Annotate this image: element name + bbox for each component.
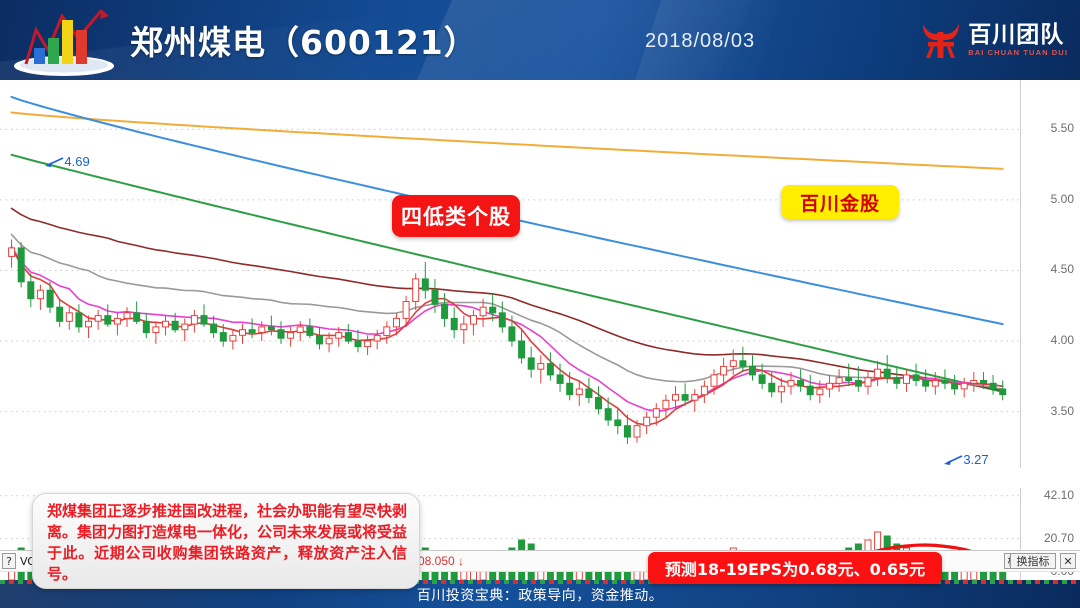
price-plot xyxy=(0,95,1020,445)
arrow-left-icon xyxy=(45,156,64,167)
analysis-comment-text: 郑煤集团正逐步推进国改进程，社会办职能有望尽快剥离。集团力图打造煤电一体化，公司… xyxy=(47,502,408,583)
footer-slogan: 百川投资宝典：政策导向，资金推动。 xyxy=(416,588,664,604)
change-indicator-button[interactable]: 换指标 xyxy=(1010,553,1056,569)
page-header: 郑州煤电（600121） 2018/08/03 百川团队 BAI CHUAN T… xyxy=(0,0,1080,80)
header-date: 2018/08/03 xyxy=(645,30,756,52)
bar-chart-logo-icon xyxy=(14,9,114,76)
price-tick: 5.50 xyxy=(1050,121,1074,136)
bull-head-icon xyxy=(923,24,960,58)
price-axis: 5.50 5.00 4.50 4.00 3.50 xyxy=(1020,80,1080,468)
low-price-annotation: 3.27 xyxy=(943,452,989,467)
status-badge-low-category: 四低类个股 xyxy=(392,195,520,237)
status-badge-gold-stock: 百川金股 xyxy=(781,185,899,219)
arrow-left-icon xyxy=(944,455,963,465)
price-tick: 4.00 xyxy=(1050,333,1074,348)
price-tick: 3.50 xyxy=(1050,403,1074,418)
page-title: 郑州煤电（600121） xyxy=(130,23,478,62)
volume-tick: 42.10 xyxy=(1043,488,1074,502)
brand-name-en: BAI CHUAN TUAN DUI xyxy=(968,47,1068,57)
close-pane-button[interactable]: ✕ xyxy=(1060,553,1076,569)
volume-readout: 08.050 ↓ xyxy=(418,554,465,568)
eps-forecast-banner: 预测18-19EPS为0.68元、0.65元 xyxy=(648,552,942,584)
brand-name-cn: 百川团队 xyxy=(968,21,1065,48)
help-button[interactable]: ? xyxy=(2,553,16,569)
analysis-comment-box: 郑煤集团正逐步推进国改进程，社会办职能有望尽快剥离。集团力图打造煤电一体化，公司… xyxy=(32,493,420,589)
chart-canvas[interactable]: 5.50 5.00 4.50 4.00 3.50 4.69 3.27 ? VOL… xyxy=(0,80,1080,589)
price-tick: 5.00 xyxy=(1050,191,1074,206)
high-price-annotation: 4.69 xyxy=(44,154,90,169)
price-tick: 4.50 xyxy=(1050,262,1074,277)
price-pane[interactable]: 5.50 5.00 4.50 4.00 3.50 xyxy=(0,80,1080,468)
volume-tick: 20.70 xyxy=(1043,530,1074,545)
brand-logo: 百川团队 BAI CHUAN TUAN DUI xyxy=(920,14,1068,66)
